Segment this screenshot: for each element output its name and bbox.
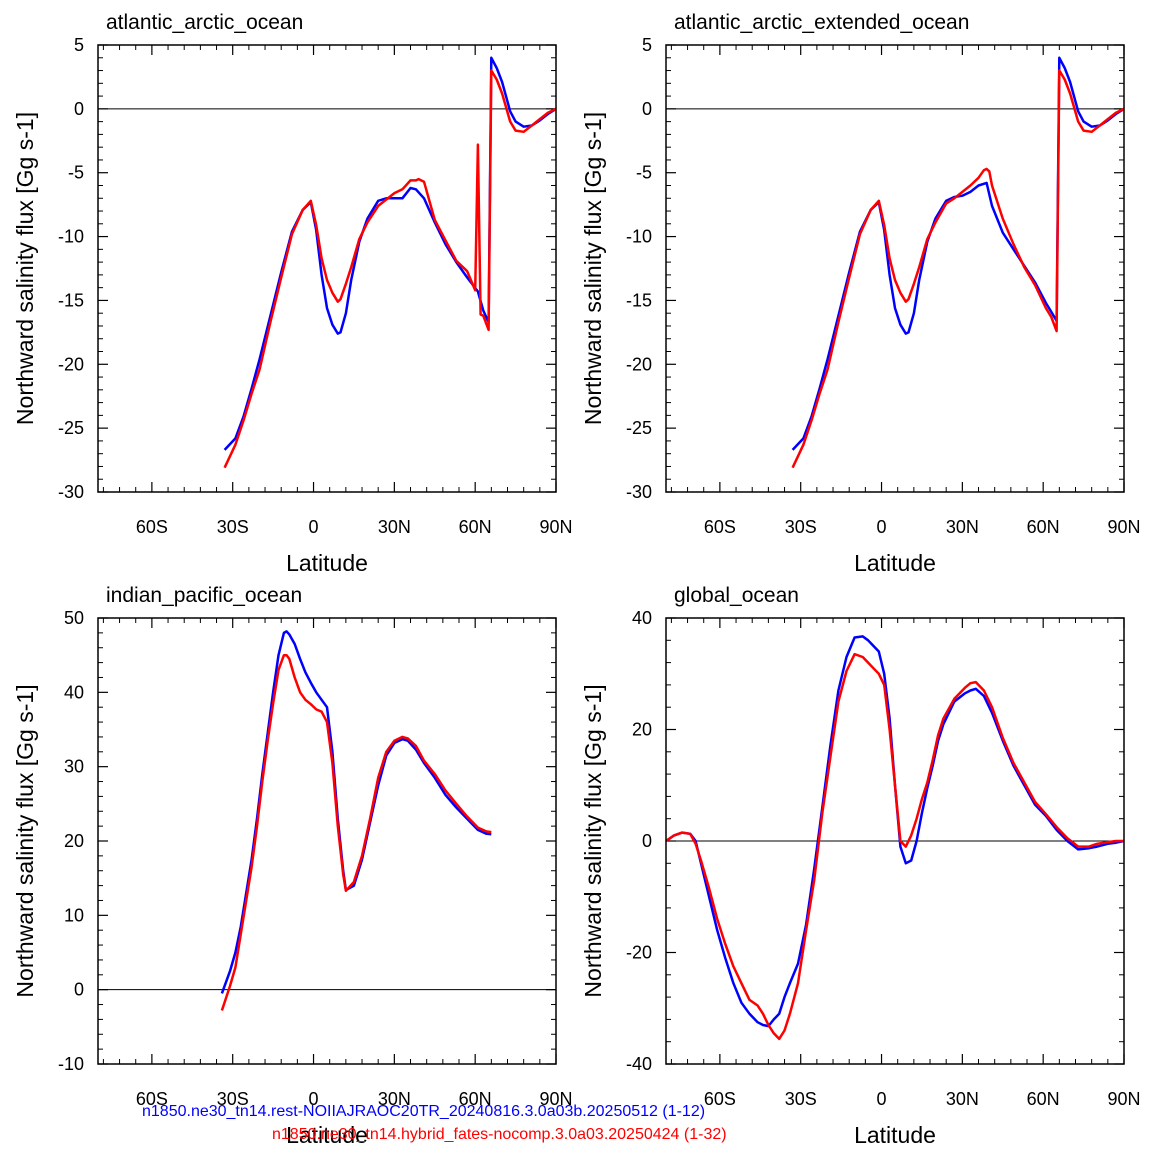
x-tick-label: 30N — [946, 517, 979, 537]
y-tick-label: -25 — [626, 418, 652, 438]
x-tick-label: 0 — [309, 1089, 319, 1109]
legend-entry-red: n1850.ne30_tn14.hybrid_fates-nocomp.3.0a… — [272, 1126, 727, 1143]
x-tick-label: 30N — [378, 517, 411, 537]
y-tick-label: 10 — [64, 905, 84, 925]
x-tick-label: 30S — [217, 517, 249, 537]
series-blue-line — [223, 56, 557, 451]
y-tick-label: -10 — [626, 227, 652, 247]
x-axis-label: Latitude — [286, 1122, 368, 1148]
y-tick-label: 30 — [64, 757, 84, 777]
x-tick-label: 30N — [378, 1089, 411, 1109]
x-axis-label: Latitude — [854, 550, 936, 576]
y-tick-label: -20 — [58, 354, 84, 374]
x-tick-label: 90N — [1107, 517, 1140, 537]
x-tick-label: 90N — [539, 1089, 572, 1109]
y-tick-label: 0 — [642, 831, 652, 851]
panel-indian-pacific-ocean: indian_pacific_ocean 60S 30S 0 30N 60N 90N -10 0… — [12, 584, 573, 1148]
x-tick-label: 60S — [136, 1089, 168, 1109]
panel-title: atlantic_arctic_ocean — [106, 11, 303, 34]
x-tick-label: 30N — [946, 1089, 979, 1109]
y-tick-label: -10 — [58, 1054, 84, 1074]
y-tick-label: 50 — [64, 608, 84, 628]
x-tick-label: 0 — [309, 517, 319, 537]
series-red-line — [223, 69, 557, 469]
panel-title: global_ocean — [674, 584, 799, 607]
x-axis-label: Latitude — [854, 1122, 936, 1148]
y-tick-label: 0 — [642, 99, 652, 119]
panel-title: indian_pacific_ocean — [106, 584, 302, 607]
y-tick-label: 5 — [74, 35, 84, 55]
x-tick-label: 60S — [704, 1089, 736, 1109]
x-tick-label: 60N — [459, 1089, 492, 1109]
x-tick-label: 0 — [877, 1089, 887, 1109]
x-tick-label: 60N — [1027, 1089, 1060, 1109]
series-blue-line — [220, 630, 492, 994]
plot-frame — [97, 617, 557, 1065]
y-tick-label: 0 — [74, 980, 84, 1000]
x-axis-label: Latitude — [286, 550, 368, 576]
series-red-line — [665, 652, 1124, 1041]
series-blue-line — [665, 635, 1125, 1028]
panel-global-ocean: global_ocean 60S 30S 0 30N 60N 90N -40 -20 0 20 40 N… — [580, 584, 1141, 1148]
plot-frame — [665, 617, 1125, 1065]
x-tick-label: 30S — [217, 1089, 249, 1109]
y-tick-label: -15 — [58, 290, 84, 310]
y-tick-label: -5 — [636, 163, 652, 183]
y-tick-label: -20 — [626, 354, 652, 374]
series-blue-line — [791, 56, 1125, 451]
y-tick-label: 5 — [642, 35, 652, 55]
y-tick-label: -20 — [626, 943, 652, 963]
x-tick-label: 60S — [704, 517, 736, 537]
y-tick-label: 0 — [74, 99, 84, 119]
x-tick-label: 90N — [539, 517, 572, 537]
y-axis-label: Northward salinity flux [Gg s-1] — [580, 684, 606, 997]
panel-title: atlantic_arctic_extended_ocean — [674, 11, 969, 34]
x-tick-label: 60N — [459, 517, 492, 537]
y-tick-label: 40 — [632, 608, 652, 628]
y-tick-label: -5 — [68, 163, 84, 183]
plot-frame — [97, 44, 557, 493]
y-tick-label: 40 — [64, 682, 84, 702]
x-tick-label: 0 — [877, 517, 887, 537]
series-red-line — [791, 69, 1125, 469]
y-tick-label: -30 — [626, 482, 652, 502]
y-tick-label: -10 — [58, 227, 84, 247]
y-tick-label: -25 — [58, 418, 84, 438]
x-tick-label: 60S — [136, 517, 168, 537]
y-axis-label: Northward salinity flux [Gg s-1] — [12, 684, 38, 997]
y-tick-label: -40 — [626, 1054, 652, 1074]
x-tick-label: 60N — [1027, 517, 1060, 537]
y-tick-label: 20 — [632, 720, 652, 740]
x-tick-label: 30S — [785, 1089, 817, 1109]
y-tick-label: -30 — [58, 482, 84, 502]
y-tick-label: -15 — [626, 290, 652, 310]
x-tick-label: 90N — [1107, 1089, 1140, 1109]
y-tick-label: 20 — [64, 831, 84, 851]
legend-entry-blue: n1850.ne30_tn14.rest-NOIIAJRAOC20TR_2024… — [142, 1103, 706, 1120]
panel-atlantic-arctic-extended-ocean: atlantic_arctic_extended_ocean 60S 30S 0 30N… — [580, 11, 1141, 576]
x-tick-label: 30S — [785, 517, 817, 537]
y-axis-label: Northward salinity flux [Gg s-1] — [12, 112, 38, 425]
y-axis-label: Northward salinity flux [Gg s-1] — [580, 112, 606, 425]
series-red-line — [220, 653, 492, 1011]
plot-frame — [665, 44, 1125, 493]
panel-atlantic-arctic-ocean: atlantic_arctic_ocean 60S 30S 0 30N 60N 90N -30… — [12, 11, 573, 576]
